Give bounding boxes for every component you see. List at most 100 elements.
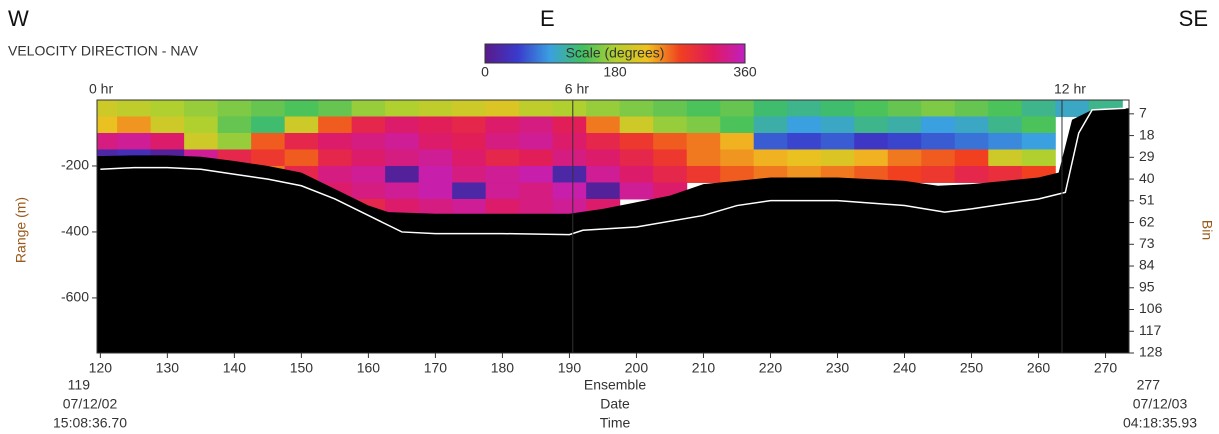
- direction-label: W: [8, 6, 29, 31]
- heatmap-cell: [318, 165, 353, 183]
- heatmap-cell: [586, 149, 621, 167]
- direction-label: SE: [1179, 6, 1208, 31]
- heatmap-cell: [586, 100, 621, 117]
- heatmap-cell: [485, 182, 520, 200]
- heatmap-cell: [150, 132, 185, 150]
- heatmap-cell: [954, 116, 989, 134]
- heatmap-cell: [1021, 100, 1056, 117]
- heatmap-cell: [787, 149, 822, 167]
- bottom-layer: [97, 107, 1129, 353]
- colorbar: Scale (degrees) 0 180 360: [481, 43, 757, 80]
- x-axis-label: Date: [600, 396, 630, 412]
- heatmap-cell: [720, 132, 755, 150]
- heatmap-cell: [385, 165, 420, 183]
- heatmap-cell: [854, 100, 889, 117]
- y2-tick-label: 84: [1139, 257, 1155, 273]
- heatmap-cell: [552, 165, 587, 183]
- y2-tick-label: 117: [1139, 322, 1162, 338]
- heatmap-cell: [117, 116, 152, 134]
- heatmap-cell: [552, 116, 587, 134]
- heatmap-cell: [318, 116, 353, 134]
- x-tick-label: 270: [1094, 360, 1118, 376]
- heatmap-cell: [854, 116, 889, 134]
- heatmap-cell: [653, 149, 688, 167]
- x-tick-label: 190: [558, 360, 582, 376]
- heatmap-cell: [921, 149, 956, 167]
- heatmap-cell: [988, 100, 1023, 117]
- heatmap-cell: [753, 116, 788, 134]
- heatmap-cell: [385, 116, 420, 134]
- heatmap-cell: [653, 165, 688, 183]
- heatmap-cell: [820, 132, 855, 150]
- heatmap-cell: [217, 116, 252, 134]
- heatmap-cell: [954, 165, 989, 183]
- heatmap-cell: [318, 132, 353, 150]
- heatmap-cell: [351, 149, 386, 167]
- heatmap-cell: [619, 116, 654, 134]
- heatmap-cell: [787, 132, 822, 150]
- heatmap-cell: [1055, 100, 1090, 117]
- heatmap-cell: [586, 116, 621, 134]
- heatmap-cell: [787, 116, 822, 134]
- heatmap-cell: [418, 149, 453, 167]
- heatmap-cell: [887, 165, 922, 183]
- heatmap-cell: [284, 149, 319, 167]
- heatmap-cell: [117, 100, 152, 117]
- heatmap-cell: [720, 100, 755, 117]
- heatmap-cell: [97, 116, 118, 134]
- y2-tick-label: 29: [1139, 148, 1155, 164]
- heatmap-cell: [485, 132, 520, 150]
- x-start-label: 15:08:36.70: [53, 415, 127, 431]
- heatmap-cell: [954, 132, 989, 150]
- x-start-label: 07/12/02: [63, 396, 118, 412]
- x-tick-label: 260: [1027, 360, 1051, 376]
- heatmap-cell: [251, 100, 286, 117]
- x-tick-label: 170: [424, 360, 448, 376]
- heatmap-cell: [619, 165, 654, 183]
- heatmap-cell: [552, 182, 587, 200]
- direction-label: E: [540, 6, 555, 31]
- heatmap-cell: [1021, 149, 1056, 167]
- heatmap-cell: [887, 132, 922, 150]
- heatmap-cell: [653, 116, 688, 134]
- x-end-label: 07/12/03: [1133, 396, 1188, 412]
- heatmap-cell: [586, 182, 621, 200]
- x-tick-label: 250: [960, 360, 984, 376]
- x-axis-label: Time: [600, 415, 631, 431]
- time-marker-label: 0 hr: [89, 81, 113, 97]
- heatmap-cell: [452, 165, 487, 183]
- x-tick-label: 210: [692, 360, 716, 376]
- heatmap-cell: [686, 100, 721, 117]
- heatmap-cell: [418, 100, 453, 117]
- heatmap-cell: [351, 182, 386, 200]
- heatmap-cell: [150, 100, 185, 117]
- y-axis-label: Range (m): [13, 197, 29, 263]
- heatmap-cell: [385, 182, 420, 200]
- heatmap: [97, 100, 1123, 216]
- y2-tick-label: 128: [1139, 344, 1163, 360]
- heatmap-cell: [284, 100, 319, 117]
- y-tick-label: -600: [61, 289, 89, 305]
- x-tick-label: 140: [223, 360, 247, 376]
- heatmap-cell: [720, 165, 755, 183]
- heatmap-cell: [753, 149, 788, 167]
- heatmap-cell: [117, 132, 152, 150]
- heatmap-cell: [418, 198, 453, 216]
- heatmap-cell: [452, 100, 487, 117]
- heatmap-cell: [284, 132, 319, 150]
- x-tick-label: 240: [893, 360, 917, 376]
- heatmap-cell: [552, 100, 587, 117]
- heatmap-cell: [251, 116, 286, 134]
- heatmap-cell: [150, 116, 185, 134]
- heatmap-cell: [954, 149, 989, 167]
- heatmap-cell: [485, 116, 520, 134]
- heatmap-cell: [351, 100, 386, 117]
- y2-axis-label: Bin: [1199, 220, 1215, 240]
- heatmap-cell: [351, 165, 386, 183]
- heatmap-cell: [686, 149, 721, 167]
- heatmap-cell: [452, 116, 487, 134]
- heatmap-cell: [284, 116, 319, 134]
- heatmap-cell: [686, 116, 721, 134]
- heatmap-cell: [217, 100, 252, 117]
- heatmap-cell: [1021, 116, 1056, 134]
